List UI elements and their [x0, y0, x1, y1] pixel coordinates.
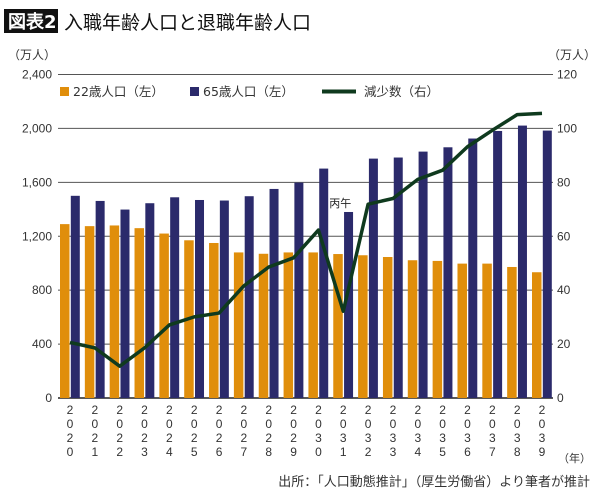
line-decrease: [69, 111, 543, 368]
bar-65-2038: [517, 125, 527, 398]
left-tick-label: 2,000: [22, 121, 52, 135]
bar-65-2034: [418, 151, 428, 398]
bar-22-2026: [209, 242, 219, 398]
bar-22-2038: [507, 266, 517, 398]
bar-65-2039: [542, 130, 552, 398]
chart-title: 入職年齢人口と退職年齢人口: [64, 12, 311, 34]
right-axis-ticks: 0 20 40 60 80 100 120: [557, 68, 577, 406]
bar-22-2020: [60, 224, 70, 398]
left-tick-label: 400: [32, 337, 52, 351]
right-tick-label: 80: [557, 175, 571, 189]
bar-65-2036: [468, 138, 478, 398]
bar-22-2033: [382, 257, 393, 398]
annotations: 丙午: [329, 197, 351, 210]
bar-65-2025: [195, 199, 205, 398]
right-tick-label: 60: [557, 229, 571, 243]
bar-65-2033: [393, 157, 403, 398]
right-tick-label: 0: [557, 391, 564, 405]
bar-22-2032: [358, 255, 368, 398]
right-tick-label: 20: [557, 337, 571, 351]
bar-22-2030: [308, 252, 318, 398]
gridlines: [58, 74, 553, 399]
legend-label-22: 22歳人口（左）: [73, 84, 164, 99]
bar-65-2023: [145, 203, 155, 398]
right-tick-label: 40: [557, 283, 571, 297]
bar-65-2031: [344, 211, 354, 398]
bar-65-2029: [294, 182, 304, 398]
right-tick-label: 120: [557, 68, 577, 82]
x-unit-label: （年）: [558, 451, 591, 465]
legend-swatch-65: [190, 87, 199, 96]
left-unit: （万人）: [8, 48, 56, 62]
bar-65-2020: [70, 195, 80, 398]
bar-22-2023: [134, 228, 145, 398]
right-tick-label: 100: [557, 121, 577, 135]
annotation-label: 丙午: [329, 197, 351, 210]
legend-swatch-22: [60, 87, 69, 96]
line-series: [69, 111, 543, 368]
bar-65-2026: [219, 200, 229, 398]
bar-22-2021: [84, 226, 95, 398]
legend: 22歳人口（左） 65歳人口（左） 減少数（右）: [60, 84, 439, 99]
bar-22-2036: [457, 263, 467, 398]
bar-22-2029: [283, 252, 294, 398]
bar-65-2030: [319, 168, 329, 398]
left-axis-ticks: 0 400 800 1,200 1,600 2,000 2,400: [22, 68, 52, 406]
x-axis-ticks: 2 0 2 0 2 0 2 1 2 0 2 2 2 0 2 3 2 0 2 4 2 0 2 5 2 0 2 6 2 0 2 7 2 0 2 8 2 0 2 9…: [67, 403, 591, 465]
left-tick-label: 800: [32, 283, 52, 297]
bar-65-2035: [443, 147, 453, 398]
source-note: 出所：「人口動態推計」（厚生労働省）より筆者が推計: [278, 474, 590, 490]
left-tick-label: 0: [45, 391, 52, 405]
bar-22-2028: [258, 253, 269, 398]
bar-65-2021: [95, 200, 105, 398]
bar-22-2037: [482, 263, 492, 398]
right-unit: （万人）: [548, 48, 596, 62]
bar-65-2027: [244, 196, 254, 398]
bar-65-2032: [368, 158, 378, 398]
bar-65-2028: [269, 188, 279, 398]
legend-label-65: 65歳人口（左）: [203, 84, 294, 99]
bar-22-2034: [407, 260, 418, 398]
bar-65-2022: [120, 209, 130, 398]
bar-22-2027: [233, 252, 244, 398]
bar-65-2024: [170, 197, 180, 398]
left-tick-label: 1,600: [22, 175, 52, 189]
header-badge-box: [4, 9, 58, 33]
left-tick-label: 1,200: [22, 229, 52, 243]
bar-65-2037: [493, 130, 503, 398]
bar-22-2039: [532, 272, 542, 398]
bar-22-2035: [432, 260, 443, 398]
bar-22-2031: [333, 254, 343, 398]
legend-label-decrease: 減少数（右）: [364, 84, 439, 99]
header-badge: 図表2: [8, 11, 57, 33]
left-tick-label: 2,400: [22, 68, 52, 82]
bar-22-2024: [159, 233, 169, 398]
bar-22-2022: [109, 225, 120, 398]
